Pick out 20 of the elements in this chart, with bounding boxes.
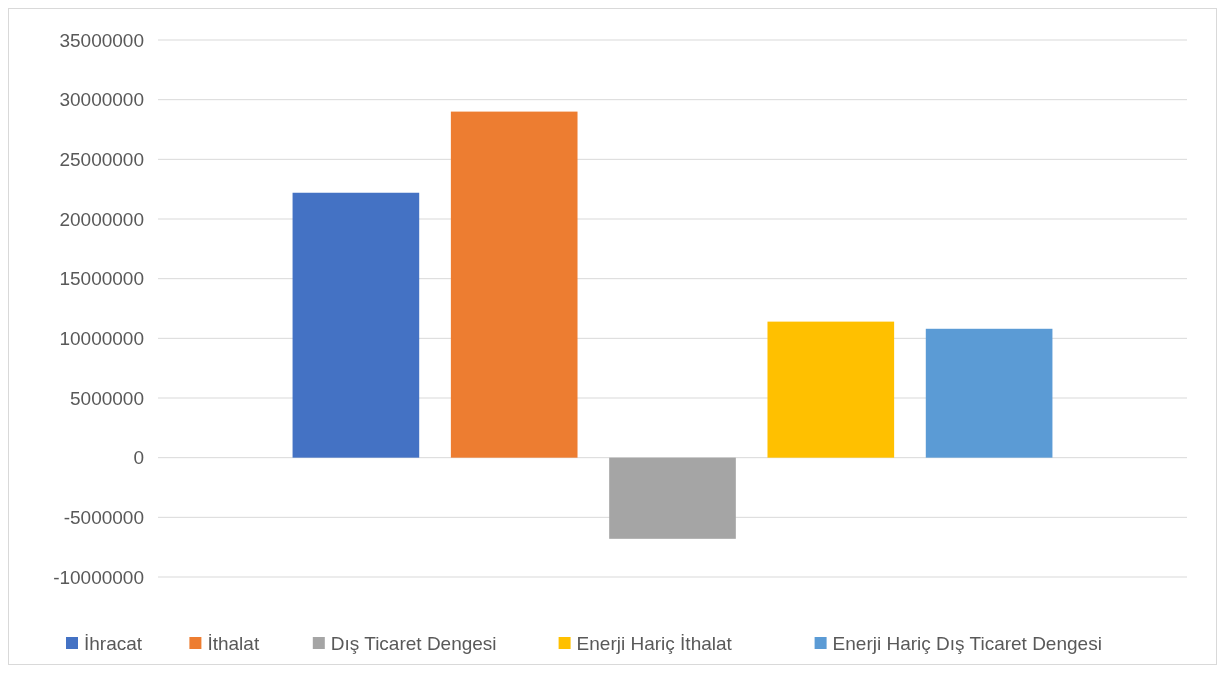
legend-label: Enerji Hariç İthalat [576,632,733,654]
y-tick-label: 20000000 [59,208,144,230]
y-tick-label: 0 [133,447,144,469]
y-tick-label: 30000000 [59,89,144,111]
legend-label: İhracat [84,632,143,654]
y-tick-label: 15000000 [59,268,144,290]
bar [767,321,895,458]
legend-label: İthalat [207,632,260,654]
bar [292,192,420,458]
bar [609,457,736,539]
y-tick-label: -10000000 [53,566,144,588]
legend-label: Dış Ticaret Dengesi [330,632,497,654]
bar [450,111,578,458]
y-tick-label: -5000000 [63,506,144,528]
legend-label: Enerji Hariç Dış Ticaret Dengesi [832,632,1102,654]
y-tick-label: 35000000 [59,29,144,51]
y-tick-label: 5000000 [70,387,144,409]
y-tick-label: 25000000 [59,148,144,170]
bar [925,328,1053,458]
y-tick-label: 10000000 [59,327,144,349]
